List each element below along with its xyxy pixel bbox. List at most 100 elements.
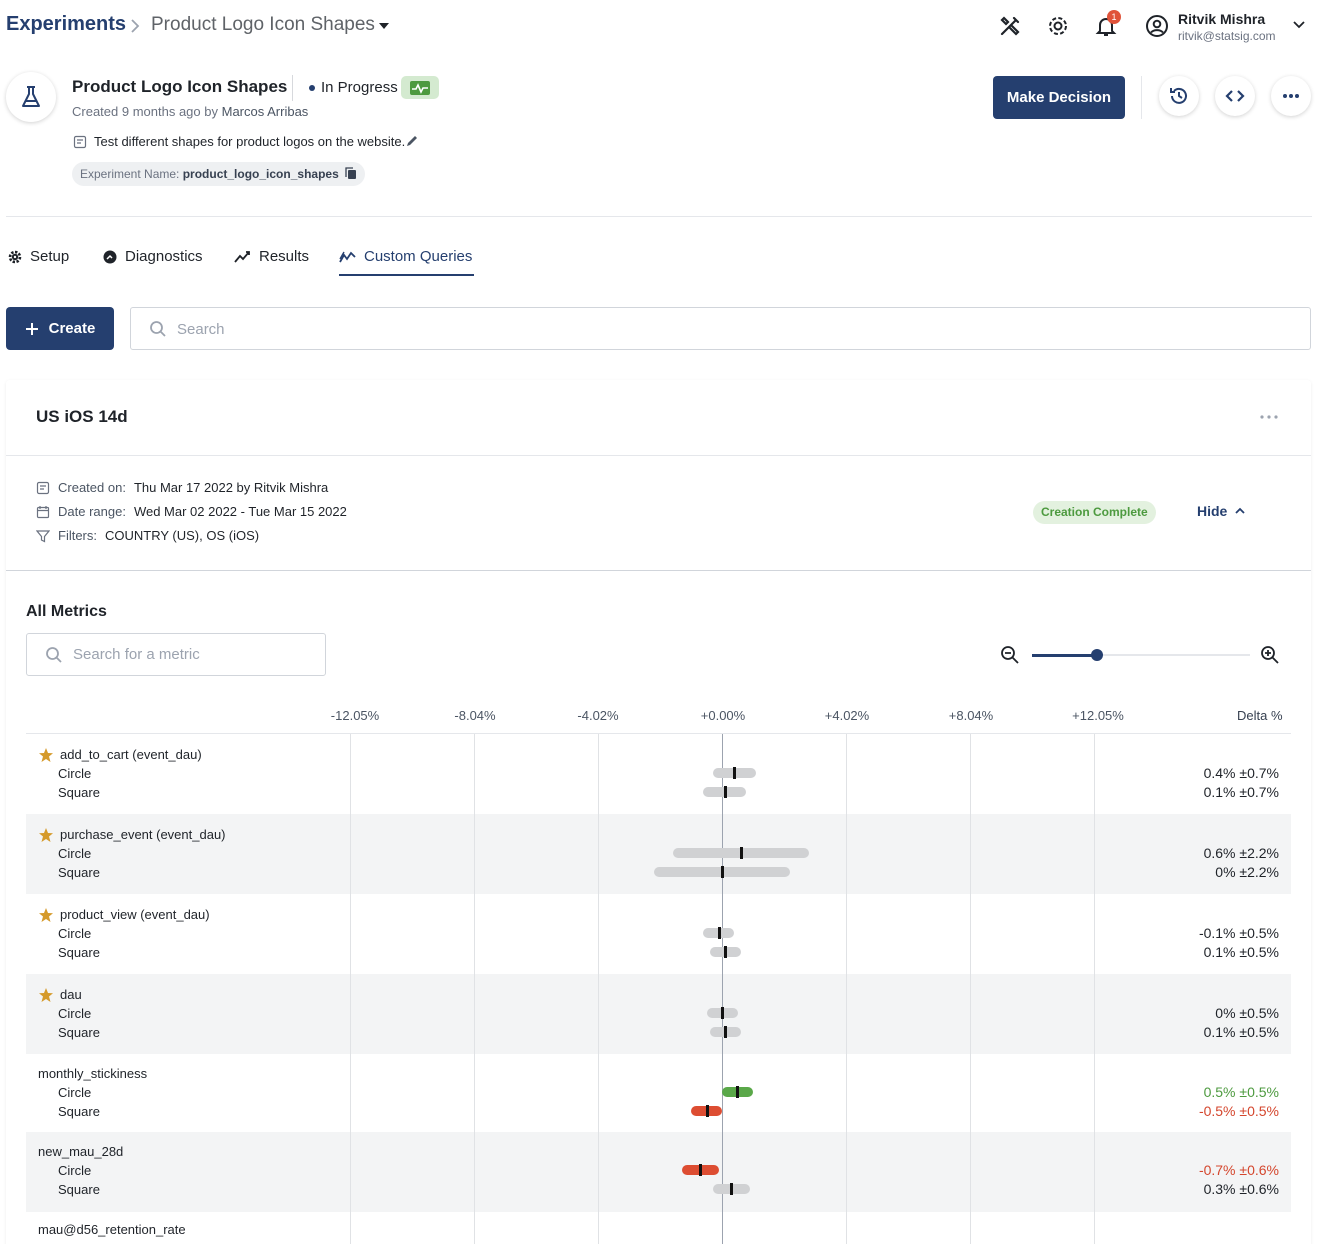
- metric-name[interactable]: purchase_event (event_dau): [60, 827, 226, 842]
- variant-label: Circle: [58, 1085, 92, 1100]
- metric-row[interactable]: [26, 1210, 1291, 1244]
- axis-tick-label: +8.04%: [948, 708, 994, 723]
- user-avatar-icon[interactable]: [1145, 14, 1169, 38]
- delta-value: 0.3% ±0.6%: [1203, 1181, 1279, 1197]
- make-decision-button[interactable]: Make Decision: [993, 76, 1125, 119]
- zoom-slider-track[interactable]: [1032, 654, 1250, 656]
- tab-label: Custom Queries: [364, 248, 473, 265]
- point-estimate-marker: [724, 1026, 727, 1038]
- metric-name[interactable]: add_to_cart (event_dau): [60, 747, 202, 762]
- more-options-button[interactable]: [1271, 76, 1311, 116]
- breadcrumb-root-link[interactable]: Experiments: [6, 13, 127, 35]
- history-button[interactable]: [1159, 76, 1199, 116]
- star-icon[interactable]: [38, 987, 54, 1003]
- tab-custom-queries[interactable]: Custom Queries: [339, 248, 472, 265]
- query-search-box[interactable]: [130, 307, 1311, 350]
- metric-search-box[interactable]: [26, 633, 326, 676]
- tab-setup[interactable]: Setup: [8, 248, 69, 265]
- metric-row[interactable]: [26, 734, 1291, 814]
- zoom-out-icon[interactable]: [1000, 645, 1020, 665]
- code-button[interactable]: [1215, 76, 1255, 116]
- variant-label: Square: [58, 865, 100, 880]
- gridline: [474, 734, 475, 1244]
- point-estimate-marker: [724, 786, 727, 798]
- status-text: In Progress: [321, 79, 398, 96]
- filters-row: Filters: COUNTRY (US), OS (iOS): [36, 528, 259, 543]
- breadcrumb-current: Product Logo Icon Shapes: [151, 14, 375, 35]
- metric-name[interactable]: product_view (event_dau): [60, 907, 210, 922]
- tab-results[interactable]: Results: [234, 248, 309, 265]
- metric-name[interactable]: mau@d56_retention_rate: [38, 1222, 186, 1237]
- delta-value: 0.6% ±2.2%: [1203, 845, 1279, 861]
- star-icon[interactable]: [38, 907, 54, 923]
- variant-label: Square: [58, 1025, 100, 1040]
- query-chart-icon: [339, 251, 356, 262]
- metric-row[interactable]: [26, 974, 1291, 1054]
- zoom-slider-handle[interactable]: [1091, 649, 1103, 661]
- create-button[interactable]: Create: [6, 307, 114, 350]
- gear-icon: [8, 250, 22, 263]
- axis-tick-label: +4.02%: [824, 708, 870, 723]
- created-by: Marcos Arribas: [221, 104, 309, 119]
- point-estimate-marker: [721, 866, 724, 878]
- delta-value: -0.7% ±0.6%: [1198, 1162, 1279, 1178]
- point-estimate-marker: [740, 847, 743, 859]
- star-icon[interactable]: [38, 747, 54, 763]
- metric-name[interactable]: monthly_stickiness: [38, 1066, 148, 1081]
- chart-line-icon: [234, 250, 250, 263]
- star-icon[interactable]: [38, 827, 54, 843]
- meta-label: Date range:: [58, 504, 126, 519]
- user-name: Ritvik Mishra: [1178, 11, 1266, 27]
- created-info: Created 9 months ago by Marcos Arribas: [72, 104, 308, 119]
- user-email: ritvik@statsig.com: [1178, 29, 1276, 43]
- caret-down-icon[interactable]: [378, 22, 390, 30]
- hide-toggle[interactable]: Hide: [1197, 503, 1245, 519]
- variant-label: Circle: [58, 766, 92, 781]
- point-estimate-marker: [736, 1086, 739, 1098]
- experiment-name-label: Experiment Name:: [80, 167, 180, 181]
- point-estimate-marker: [724, 946, 727, 958]
- filter-icon: [36, 529, 50, 542]
- description-icon: [73, 135, 87, 149]
- copy-icon[interactable]: [345, 167, 357, 180]
- gear-icon[interactable]: [1046, 14, 1070, 38]
- zoom-slider-fill: [1032, 654, 1097, 657]
- point-estimate-marker: [733, 767, 736, 779]
- metric-search-input[interactable]: [73, 644, 313, 665]
- meta-value: Wed Mar 02 2022 - Tue Mar 15 2022: [133, 504, 347, 519]
- delta-value: 0.5% ±0.5%: [1203, 1084, 1279, 1100]
- metric-row[interactable]: [26, 814, 1291, 894]
- tab-diagnostics[interactable]: Diagnostics: [103, 248, 203, 265]
- experiment-name-chip: Experiment Name: product_logo_icon_shape…: [72, 162, 366, 186]
- metric-row[interactable]: [26, 894, 1291, 974]
- zoom-in-icon[interactable]: [1260, 645, 1280, 665]
- gridline: [722, 734, 723, 1244]
- more-horizontal-icon[interactable]: [1257, 405, 1281, 429]
- pencil-icon[interactable]: [405, 134, 419, 148]
- delta-value: 0.1% ±0.5%: [1203, 1024, 1279, 1040]
- created-prefix: Created 9 months ago by: [72, 104, 218, 119]
- search-input[interactable]: [177, 319, 1277, 339]
- variant-label: Circle: [58, 846, 92, 861]
- axis-tick-label: -4.02%: [577, 708, 619, 723]
- chevron-down-icon[interactable]: [1292, 18, 1306, 32]
- active-tab-indicator: [339, 274, 474, 276]
- search-icon: [149, 320, 167, 338]
- pulse-icon: [410, 80, 430, 95]
- metric-name[interactable]: dau: [60, 987, 82, 1002]
- delta-value: -0.5% ±0.5%: [1198, 1103, 1279, 1119]
- metrics-panel-title: All Metrics: [26, 603, 107, 620]
- divider: [6, 216, 1312, 217]
- meta-label: Filters:: [58, 528, 97, 543]
- divider: [1141, 76, 1142, 119]
- code-icon: [1225, 90, 1245, 102]
- flask-icon: [22, 86, 40, 107]
- axis-tick-label: -8.04%: [454, 708, 496, 723]
- tab-label: Results: [259, 248, 310, 265]
- metric-row[interactable]: [26, 1054, 1291, 1134]
- tools-icon[interactable]: [998, 14, 1022, 38]
- status-badge: Creation Complete: [1033, 501, 1156, 524]
- metric-row[interactable]: [26, 1132, 1291, 1212]
- pulse-status-badge[interactable]: [401, 76, 439, 99]
- metric-name[interactable]: new_mau_28d: [38, 1144, 124, 1159]
